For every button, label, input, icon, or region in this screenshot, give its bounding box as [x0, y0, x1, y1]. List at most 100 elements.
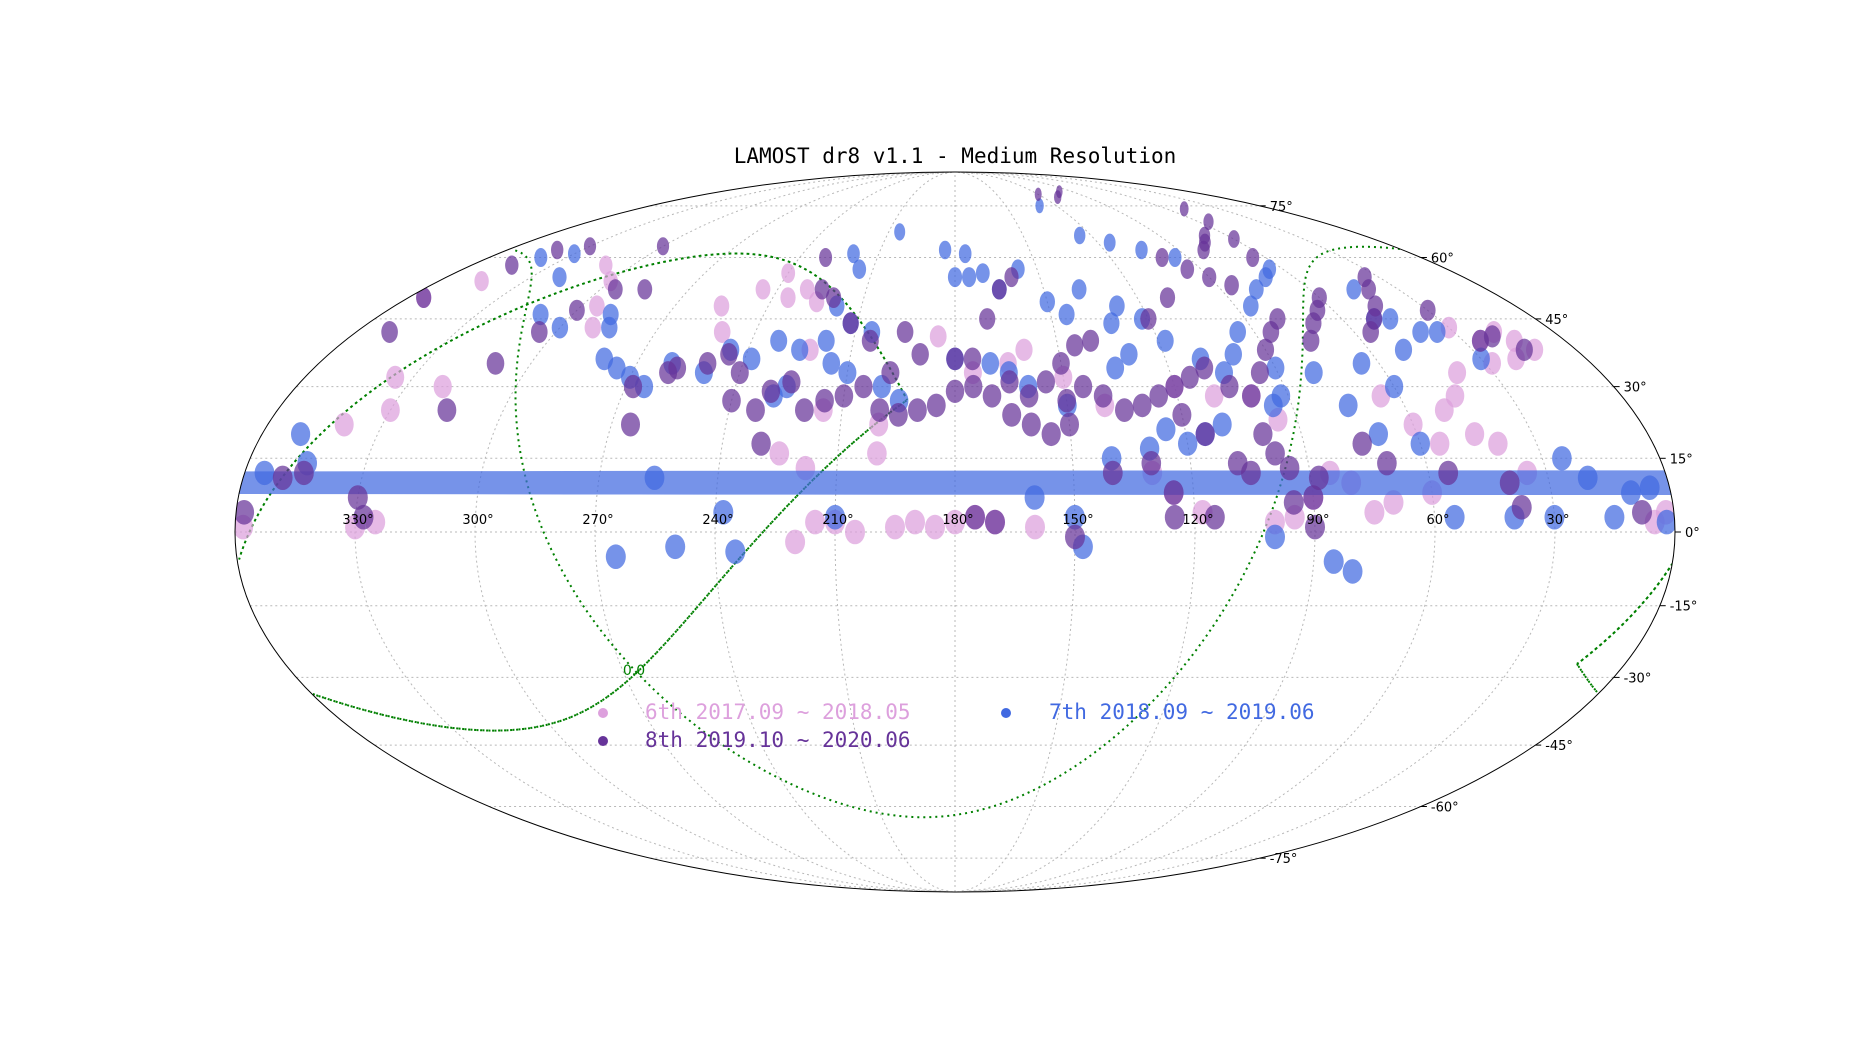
field-point — [272, 465, 293, 490]
field-point — [826, 287, 842, 308]
field-point — [845, 519, 865, 545]
field-point — [947, 267, 963, 288]
dec-tick-label: 45° — [1545, 313, 1568, 328]
field-point — [1419, 299, 1436, 321]
field-point — [1246, 248, 1260, 267]
field-point — [623, 374, 643, 399]
field-point — [1483, 325, 1501, 348]
legend-marker — [1001, 708, 1011, 718]
field-point — [713, 321, 731, 343]
dec-tick-label: -30° — [1624, 671, 1652, 686]
field-point — [946, 347, 964, 371]
ra-tick-label: 210° — [822, 513, 853, 528]
field-point — [1382, 308, 1399, 330]
ra-gridline — [474, 171, 948, 893]
field-point — [725, 539, 746, 564]
field-point — [814, 279, 830, 300]
field-point — [1428, 321, 1446, 343]
field-point — [1515, 338, 1533, 361]
field-point — [730, 361, 749, 385]
legend-marker — [598, 708, 608, 718]
ra-tick-label: 330° — [342, 513, 373, 528]
field-point — [1224, 275, 1239, 296]
field-point — [1243, 295, 1259, 317]
field-point — [1093, 384, 1113, 408]
field-point — [1041, 422, 1061, 447]
field-point — [1338, 393, 1358, 418]
field-point — [1195, 422, 1215, 447]
field-point — [1438, 460, 1459, 486]
field-point — [975, 263, 990, 283]
field-point — [551, 316, 569, 339]
field-point — [1103, 312, 1120, 335]
field-point — [1021, 412, 1041, 437]
field-point — [656, 237, 670, 256]
field-point — [552, 267, 567, 288]
chart-title: LAMOST dr8 v1.1 - Medium Resolution — [734, 144, 1177, 168]
field-point — [1465, 422, 1485, 447]
field-point — [1265, 524, 1285, 550]
field-point — [1445, 384, 1465, 408]
field-point — [746, 398, 765, 422]
field-point — [1168, 248, 1182, 267]
field-point — [713, 295, 730, 317]
field-point — [474, 271, 489, 292]
field-point — [568, 244, 581, 264]
field-point — [1202, 267, 1217, 288]
field-point — [1430, 431, 1450, 456]
field-point — [1472, 347, 1490, 371]
dec-tick-label: -15° — [1670, 600, 1698, 615]
field-point — [605, 544, 626, 569]
field-point — [1227, 451, 1248, 476]
field-point — [1364, 500, 1385, 525]
field-point — [1164, 504, 1185, 530]
field-point — [1019, 384, 1039, 408]
field-point — [888, 403, 908, 427]
field-point — [621, 412, 640, 437]
field-point — [1302, 329, 1320, 352]
legend-label: 6th 2017.09 ~ 2018.05 — [645, 700, 911, 724]
field-point — [908, 398, 927, 422]
field-point — [505, 255, 519, 275]
field-point — [963, 347, 982, 371]
field-point — [1448, 361, 1467, 385]
field-point — [1195, 356, 1214, 380]
field-point — [770, 329, 788, 352]
ra-tick-label: 120° — [1182, 513, 1213, 528]
galactic-meridian-line — [1576, 663, 1598, 693]
field-point — [1444, 504, 1465, 530]
field-point — [1074, 226, 1086, 245]
field-point — [1039, 291, 1056, 313]
ra-tick-label: 60° — [1426, 513, 1449, 528]
field-point — [834, 384, 854, 408]
field-point — [416, 287, 432, 308]
field-point — [1120, 343, 1138, 366]
field-point — [1253, 422, 1273, 447]
field-point — [1149, 384, 1168, 408]
field-point — [852, 259, 867, 280]
field-point — [1066, 334, 1084, 357]
field-point — [1656, 509, 1675, 535]
field-point — [569, 299, 585, 321]
field-point — [1488, 431, 1508, 456]
field-point — [1224, 343, 1243, 366]
field-point — [534, 248, 548, 267]
field-point — [334, 412, 354, 437]
field-point — [1106, 356, 1125, 380]
field-point — [1228, 230, 1240, 248]
field-point — [607, 279, 623, 300]
field-point — [905, 509, 925, 535]
field-point — [1256, 338, 1275, 361]
field-point — [235, 500, 255, 525]
field-point — [1057, 388, 1076, 413]
dec-tick-label: 15° — [1670, 452, 1693, 467]
field-point — [437, 398, 457, 422]
field-point — [486, 352, 505, 375]
field-point — [381, 398, 400, 422]
field-point — [595, 347, 614, 371]
field-point — [1250, 361, 1269, 385]
field-point — [294, 460, 314, 486]
field-point — [1305, 514, 1325, 540]
field-point — [885, 514, 905, 540]
